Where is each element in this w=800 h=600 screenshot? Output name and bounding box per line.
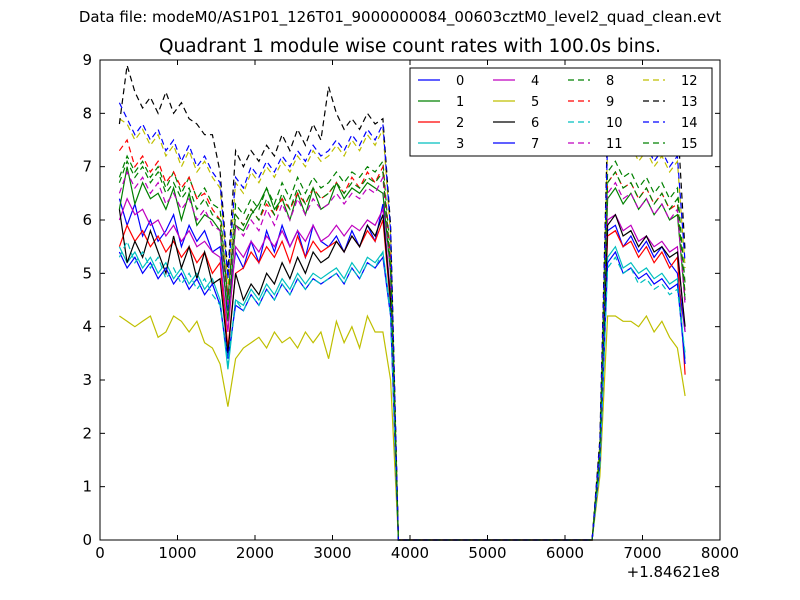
y-tick-label: 6 bbox=[82, 211, 92, 229]
x-tick-label: 6000 bbox=[546, 544, 584, 562]
legend-label-7: 7 bbox=[531, 137, 539, 152]
series-line-5 bbox=[119, 314, 686, 541]
x-axis-offset-label: +1.84621e8 bbox=[626, 563, 720, 581]
series-line-4 bbox=[118, 197, 686, 541]
legend-label-2: 2 bbox=[456, 116, 464, 131]
y-tick-label: 7 bbox=[82, 158, 92, 176]
y-tick-label: 0 bbox=[82, 531, 92, 549]
legend-label-4: 4 bbox=[531, 74, 539, 89]
legend-label-0: 0 bbox=[456, 74, 464, 89]
legend-label-14: 14 bbox=[681, 116, 698, 131]
legend-label-9: 9 bbox=[606, 95, 614, 110]
legend-label-6: 6 bbox=[531, 116, 539, 131]
legend-label-11: 11 bbox=[606, 137, 623, 152]
x-tick-label: 4000 bbox=[391, 544, 429, 562]
x-tick-label: 5000 bbox=[468, 544, 506, 562]
y-tick-label: 2 bbox=[82, 424, 92, 442]
legend-label-3: 3 bbox=[456, 137, 464, 152]
y-tick-label: 4 bbox=[82, 318, 92, 336]
series-line-6 bbox=[118, 209, 686, 541]
legend-box bbox=[409, 67, 713, 157]
series-line-15 bbox=[118, 159, 686, 541]
legend-label-10: 10 bbox=[606, 116, 623, 131]
series-line-2 bbox=[118, 219, 686, 541]
x-tick-label: 7000 bbox=[623, 544, 661, 562]
y-tick-label: 1 bbox=[82, 478, 92, 496]
y-tick-label: 8 bbox=[82, 104, 92, 122]
legend-label-13: 13 bbox=[681, 95, 698, 110]
legend-label-12: 12 bbox=[681, 74, 698, 89]
legend-label-1: 1 bbox=[456, 95, 464, 110]
x-tick-label: 3000 bbox=[313, 544, 351, 562]
figure-suptitle: Data file: modeM0/AS1P01_126T01_90000000… bbox=[78, 8, 722, 26]
series-line-10 bbox=[118, 239, 686, 541]
x-tick-label: 1000 bbox=[158, 544, 196, 562]
x-tick-label: 0 bbox=[95, 544, 105, 562]
y-tick-label: 9 bbox=[82, 51, 92, 69]
series-line-11 bbox=[118, 170, 686, 541]
legend-label-8: 8 bbox=[606, 74, 614, 89]
legend-label-5: 5 bbox=[531, 95, 539, 110]
series-line-3 bbox=[118, 245, 686, 541]
legend-label-15: 15 bbox=[681, 137, 698, 152]
series-line-7 bbox=[118, 250, 686, 541]
x-tick-label: 2000 bbox=[236, 544, 274, 562]
x-tick-label: 8000 bbox=[701, 544, 739, 562]
series-line-8 bbox=[118, 154, 686, 541]
y-tick-label: 5 bbox=[82, 264, 92, 282]
chart-title: Quadrant 1 module wise count rates with … bbox=[158, 36, 662, 57]
y-tick-label: 3 bbox=[82, 371, 92, 389]
